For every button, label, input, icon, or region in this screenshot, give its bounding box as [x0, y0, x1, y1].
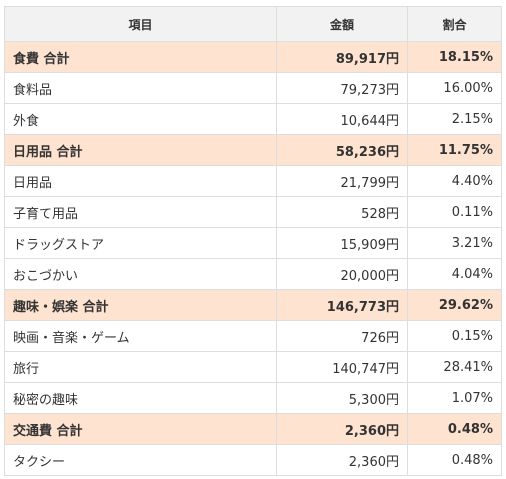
table-row: ドラッグストア 15,909円 3.21%	[4, 227, 502, 259]
cell-ratio: 11.75%	[407, 134, 502, 166]
subtotal-row: 日用品 合計 58,236円 11.75%	[4, 134, 502, 166]
cell-amount: 10,644円	[276, 103, 408, 135]
cell-item-label: 日用品 合計	[4, 134, 277, 166]
table-row: 映画・音楽・ゲーム 726円 0.15%	[4, 320, 502, 352]
header-row: 項目 金額 割合	[4, 6, 502, 42]
table-row: タクシー 2,360円 0.48%	[4, 444, 502, 476]
cell-item-label: 旅行	[4, 351, 277, 383]
cell-ratio: 3.21%	[407, 227, 502, 259]
cell-amount: 2,360円	[276, 444, 408, 476]
cell-item-label: 食費 合計	[4, 41, 277, 73]
cell-amount: 5,300円	[276, 382, 408, 414]
cell-ratio: 28.41%	[407, 351, 502, 383]
cell-ratio: 0.48%	[407, 444, 502, 476]
subtotal-row: 趣味・娯楽 合計 146,773円 29.62%	[4, 289, 502, 321]
cell-ratio: 4.04%	[407, 258, 502, 290]
cell-item-label: ドラッグストア	[4, 227, 277, 259]
table-row: おこづかい 20,000円 4.04%	[4, 258, 502, 290]
cell-ratio: 18.15%	[407, 41, 502, 73]
cell-item-label: 外食	[4, 103, 277, 135]
expense-table-container: 項目 金額 割合 食費 合計 89,917円 18.15% 食料品 79,273円 16.…	[4, 6, 502, 476]
cell-amount: 20,000円	[276, 258, 408, 290]
cell-ratio: 16.00%	[407, 72, 502, 104]
cell-item-label: 交通費 合計	[4, 413, 277, 445]
cell-amount: 2,360円	[276, 413, 408, 445]
cell-item-label: 趣味・娯楽 合計	[4, 289, 277, 321]
cell-amount: 146,773円	[276, 289, 408, 321]
cell-amount: 21,799円	[276, 165, 408, 197]
cell-amount: 140,747円	[276, 351, 408, 383]
cell-item-label: タクシー	[4, 444, 277, 476]
cell-ratio: 0.11%	[407, 196, 502, 228]
cell-item-label: 映画・音楽・ゲーム	[4, 320, 277, 352]
table-row: 外食 10,644円 2.15%	[4, 103, 502, 135]
column-header-amount: 金額	[276, 6, 408, 42]
expense-breakdown-table: 項目 金額 割合 食費 合計 89,917円 18.15% 食料品 79,273円 16.…	[4, 6, 502, 476]
cell-item-label: 子育て用品	[4, 196, 277, 228]
cell-amount: 58,236円	[276, 134, 408, 166]
cell-ratio: 2.15%	[407, 103, 502, 135]
subtotal-row: 食費 合計 89,917円 18.15%	[4, 41, 502, 73]
table-row: 旅行 140,747円 28.41%	[4, 351, 502, 383]
cell-item-label: おこづかい	[4, 258, 277, 290]
cell-ratio: 1.07%	[407, 382, 502, 414]
cell-ratio: 4.40%	[407, 165, 502, 197]
subtotal-row: 交通費 合計 2,360円 0.48%	[4, 413, 502, 445]
cell-item-label: 食料品	[4, 72, 277, 104]
cell-item-label: 秘密の趣味	[4, 382, 277, 414]
cell-item-label: 日用品	[4, 165, 277, 197]
cell-ratio: 0.15%	[407, 320, 502, 352]
cell-ratio: 29.62%	[407, 289, 502, 321]
cell-amount: 726円	[276, 320, 408, 352]
table-row: 秘密の趣味 5,300円 1.07%	[4, 382, 502, 414]
column-header-ratio: 割合	[407, 6, 502, 42]
table-row: 日用品 21,799円 4.40%	[4, 165, 502, 197]
cell-amount: 79,273円	[276, 72, 408, 104]
table-header: 項目 金額 割合	[4, 6, 502, 42]
cell-amount: 528円	[276, 196, 408, 228]
cell-amount: 89,917円	[276, 41, 408, 73]
table-body: 食費 合計 89,917円 18.15% 食料品 79,273円 16.00% 外食 10,6…	[4, 41, 502, 476]
column-header-item: 項目	[4, 6, 277, 42]
cell-ratio: 0.48%	[407, 413, 502, 445]
table-row: 子育て用品 528円 0.11%	[4, 196, 502, 228]
table-row: 食料品 79,273円 16.00%	[4, 72, 502, 104]
cell-amount: 15,909円	[276, 227, 408, 259]
